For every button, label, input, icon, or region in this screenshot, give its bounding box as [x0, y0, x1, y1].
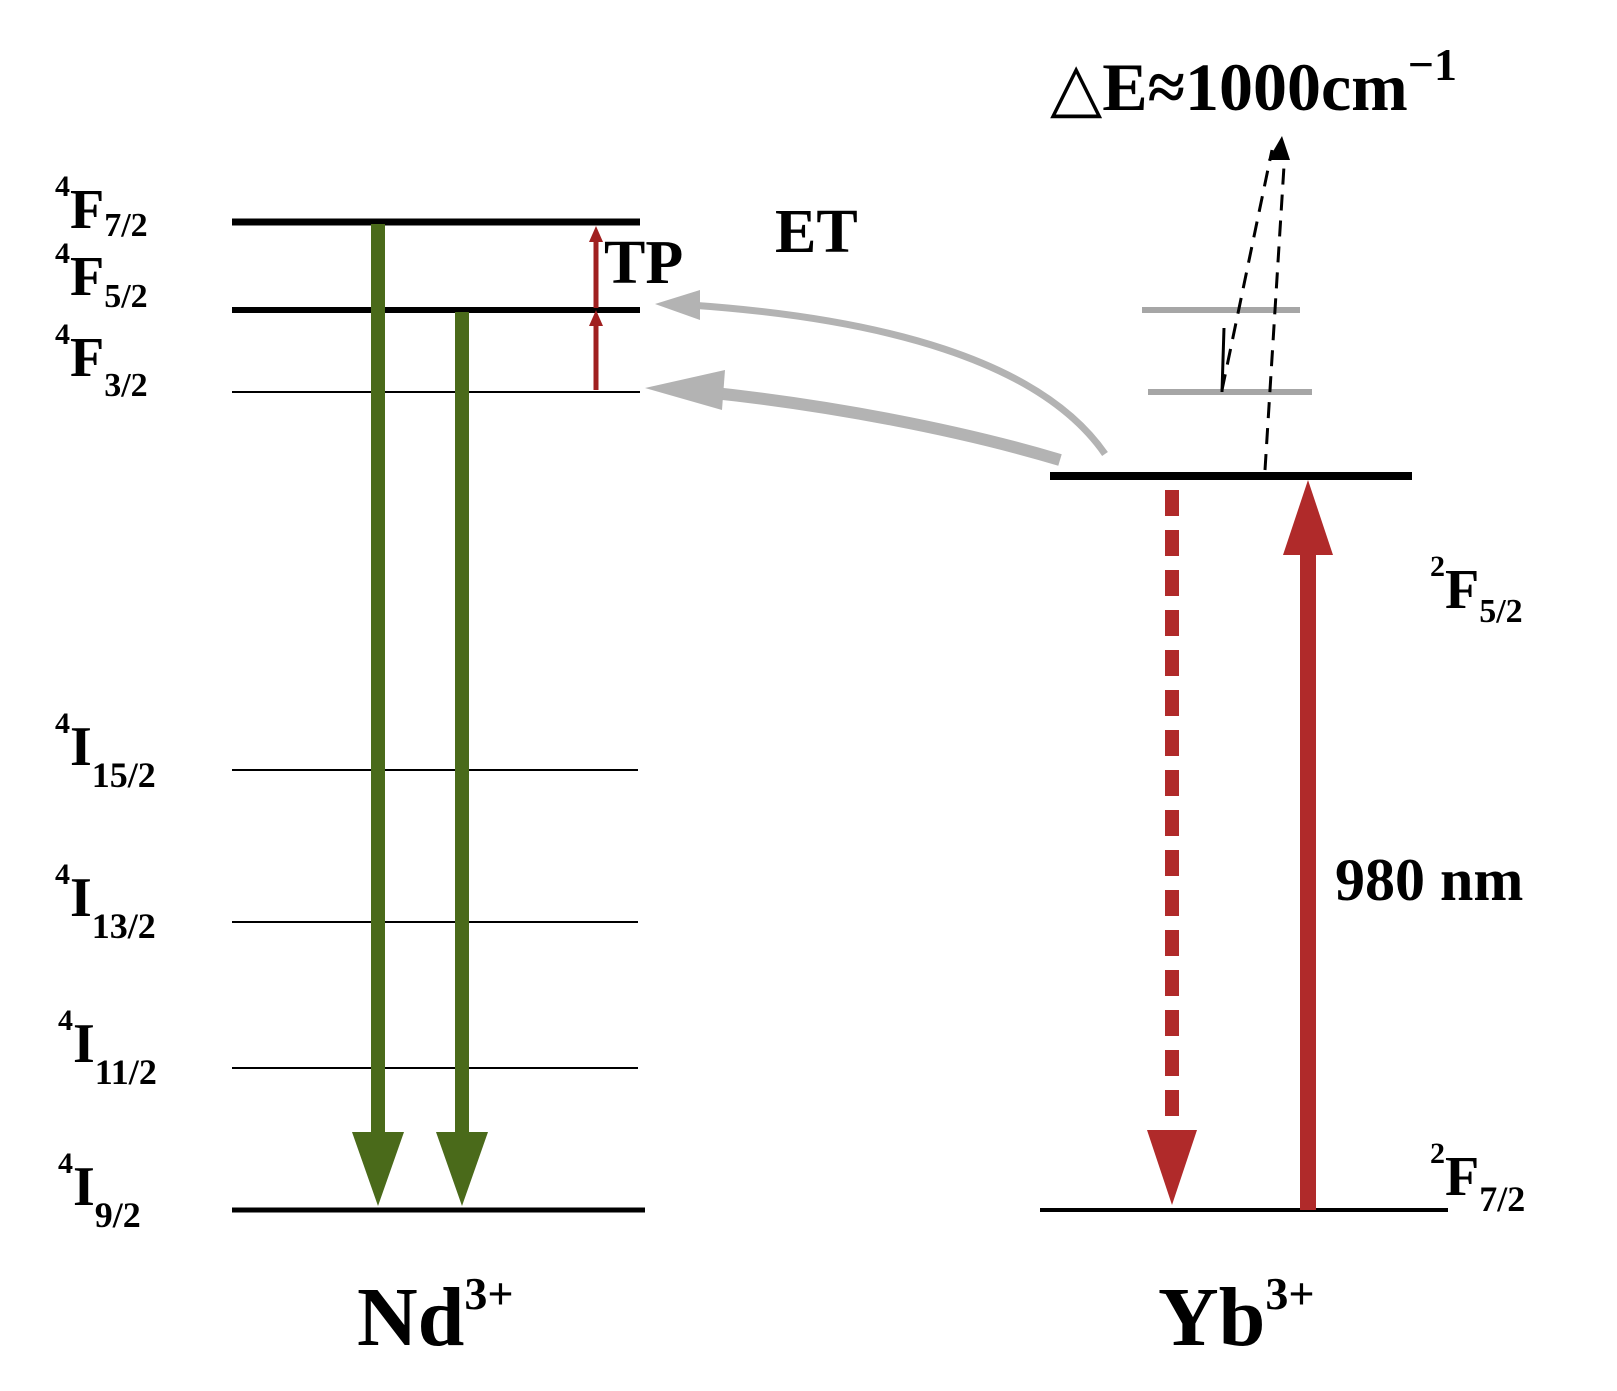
- pump-arrowhead: [1283, 480, 1333, 555]
- phonon-dashed-line-2: [1263, 149, 1287, 471]
- delta-e-arrows: [1220, 136, 1290, 471]
- tp-arrowhead-lower: [589, 310, 603, 326]
- decay-arrowhead: [1147, 1130, 1197, 1205]
- nd-level-labels: 4F7/2 4F5/2 4F3/2 4I15/2 4I13/2 4I11/2 4…: [55, 170, 157, 1235]
- yb-transitions: [1147, 480, 1333, 1210]
- et-arrow-to-4F5/2: [689, 301, 1108, 456]
- nd-label-4I11/2: 4I11/2: [58, 1004, 157, 1092]
- tp-label: TP: [604, 229, 683, 297]
- delta-e-label: △E≈1000cm−1: [1050, 39, 1457, 125]
- nd-emission-arrows: [352, 224, 488, 1206]
- nd-label-4I9/2: 4I9/2: [58, 1147, 141, 1235]
- tp-arrowhead-upper: [589, 226, 603, 242]
- yb-label-2F5/2: 2F5/2: [1430, 550, 1523, 630]
- nd-label-4I15/2: 4I15/2: [55, 707, 156, 795]
- phonon-solid-segment: [1220, 327, 1226, 393]
- emission-arrowhead-4F7/2: [352, 1132, 404, 1206]
- emission-arrowhead-4F5/2: [436, 1132, 488, 1206]
- ion-label-yb: Yb3+: [1158, 1268, 1315, 1364]
- et-arrowhead-to-4F5/2: [655, 290, 700, 320]
- ion-label-nd: Nd3+: [357, 1268, 514, 1364]
- et-arrow-to-4F3/2: [704, 386, 1062, 466]
- phonon-dashed-line-1: [1220, 149, 1274, 391]
- nd-levels: [232, 218, 645, 1213]
- tp-arrows: [589, 226, 603, 390]
- nd-label-4F5/2: 4F5/2: [55, 237, 148, 315]
- et-label: ET: [775, 198, 858, 266]
- yb-levels: [1040, 307, 1448, 1212]
- et-arrowhead-to-4F3/2: [645, 370, 725, 410]
- nd-label-4F7/2: 4F7/2: [55, 170, 148, 244]
- delta-e-arrowhead: [1268, 136, 1290, 160]
- nd-label-4I13/2: 4I13/2: [55, 858, 156, 946]
- yb-label-2F7/2: 2F7/2: [1430, 1137, 1525, 1219]
- nd-label-4F3/2: 4F3/2: [55, 318, 148, 404]
- pump-wavelength-label: 980 nm: [1335, 847, 1523, 913]
- et-arrows: [645, 290, 1108, 466]
